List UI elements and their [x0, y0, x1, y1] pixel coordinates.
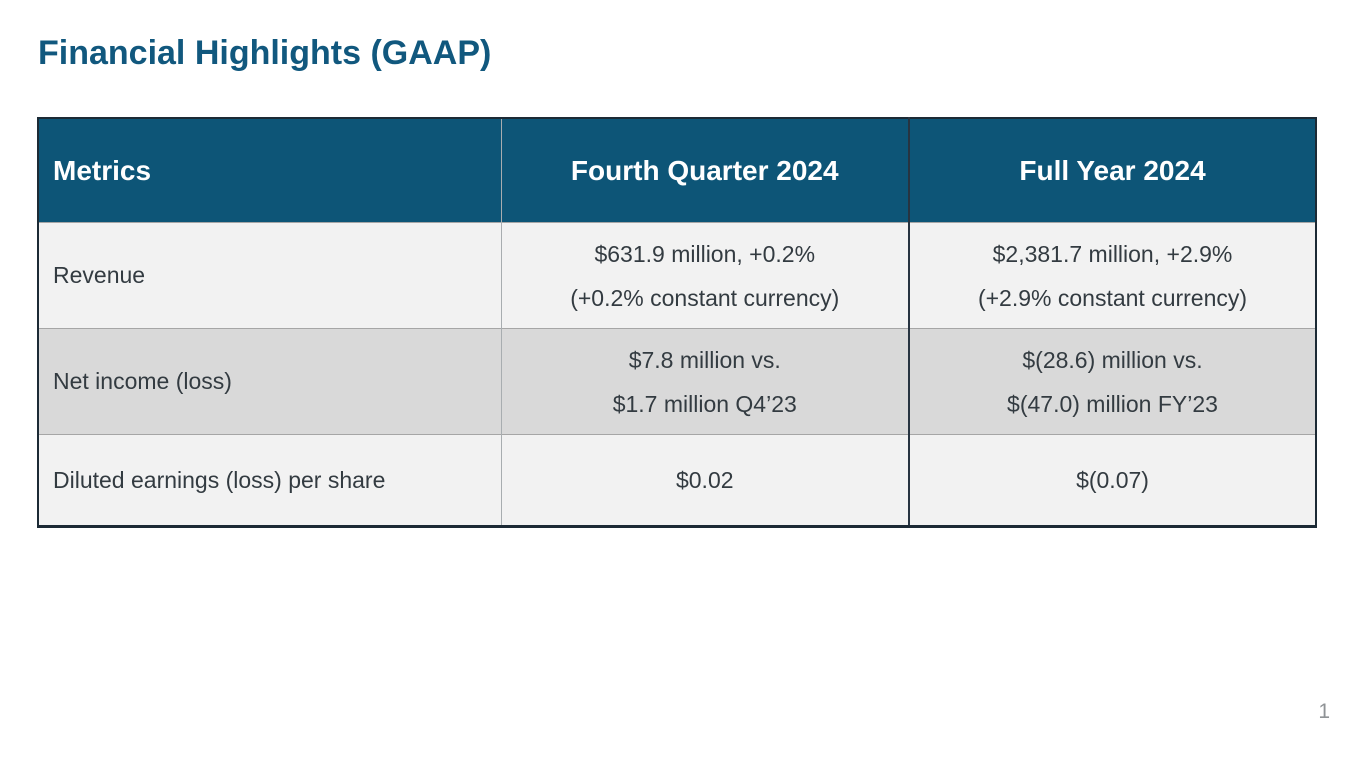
value-line: $(47.0) million FY’23	[1007, 390, 1218, 417]
financial-highlights-table: Metrics Fourth Quarter 2024 Full Year 20…	[37, 117, 1317, 528]
diluted-eps-q4-value: $0.02	[501, 434, 910, 527]
column-header-fourth-quarter-2024: Fourth Quarter 2024	[501, 118, 910, 223]
slide-title: Financial Highlights (GAAP)	[38, 34, 492, 72]
revenue-fy-value: $2,381.7 million, +2.9% (+2.9% constant …	[909, 222, 1316, 329]
value-line: (+0.2% constant currency)	[570, 284, 840, 311]
value-line: $631.9 million, +0.2%	[594, 240, 816, 267]
table-row-diluted-eps: Diluted earnings (loss) per share $0.02 …	[38, 434, 1316, 527]
value-line: (+2.9% constant currency)	[977, 284, 1248, 311]
column-header-metrics: Metrics	[38, 118, 502, 223]
column-header-full-year-2024: Full Year 2024	[909, 118, 1316, 223]
revenue-q4-value: $631.9 million, +0.2% (+0.2% constant cu…	[501, 222, 910, 329]
value-line: $7.8 million vs.	[628, 346, 781, 373]
diluted-eps-fy-value: $(0.07)	[909, 434, 1316, 527]
value-line: $0.02	[675, 467, 734, 493]
metric-label-revenue: Revenue	[38, 222, 502, 329]
table-row-revenue: Revenue $631.9 million, +0.2% (+0.2% con…	[38, 222, 1316, 329]
table-header-row: Metrics Fourth Quarter 2024 Full Year 20…	[38, 118, 1316, 223]
page-number: 1	[1318, 700, 1330, 723]
value-line: $1.7 million Q4’23	[612, 390, 797, 417]
value-line: $(28.6) million vs.	[1022, 346, 1203, 373]
metric-label-diluted-eps: Diluted earnings (loss) per share	[38, 434, 502, 527]
net-income-fy-value: $(28.6) million vs. $(47.0) million FY’2…	[909, 328, 1316, 435]
table-row-net-income: Net income (loss) $7.8 million vs. $1.7 …	[38, 328, 1316, 435]
net-income-q4-value: $7.8 million vs. $1.7 million Q4’23	[501, 328, 910, 435]
value-line: $2,381.7 million, +2.9%	[992, 240, 1233, 267]
value-line: $(0.07)	[1076, 467, 1149, 493]
metric-label-net-income-loss: Net income (loss)	[38, 328, 502, 435]
